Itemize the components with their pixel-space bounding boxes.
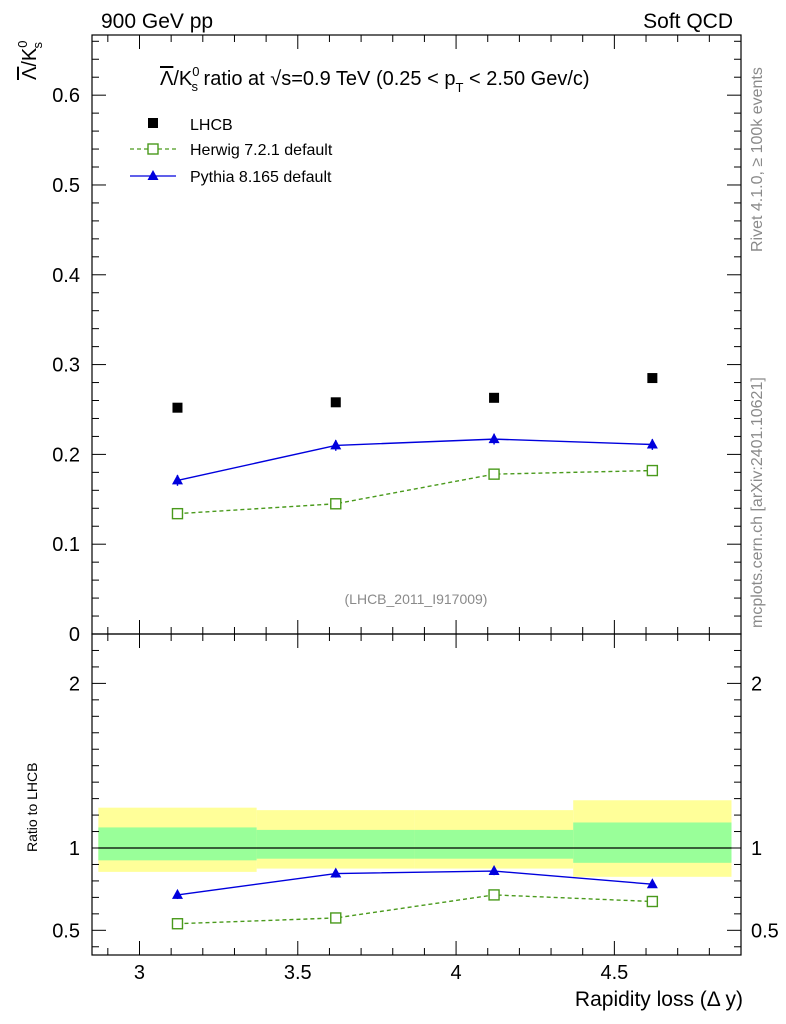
main-y-ticks: 0 0.1 0.2 0.3 0.4 0.5 0.6 [52,35,741,646]
header-left: 900 GeV pp [101,10,213,33]
main-herwig-line [177,469,653,515]
ratio-ytick-label: 2 [69,673,80,695]
ratio-herwig-point [646,895,659,908]
ratio-ytick-label: 1 [69,838,80,860]
legend-label-lhcb: LHCB [190,117,233,134]
ylabel-lambda-symbol: Λ [19,66,41,80]
mcplots-source-label: mcplots.cern.ch [arXiv:2401.10621] [749,377,766,628]
title-middle: ratio at [198,68,270,90]
ratio-series [171,865,659,930]
ratio-ylabel: Ratio to LHCB [24,763,40,852]
ratio-ytick-label-right: 0.5 [751,920,779,942]
legend-marker-pythia [147,170,159,180]
title-energy: s=0.9 TeV (0.25 < p [281,68,455,90]
legend-marker-lhcb [148,118,158,128]
main-ylabel: Λ/K0s [15,41,45,81]
main-ytick-label: 0.1 [52,534,80,556]
main-herwig-point [488,468,500,480]
ratio-band-inner [573,822,732,863]
ratio-band-inner [256,829,415,859]
main-ytick-label: 0.6 [52,85,80,107]
ratio-pythia-point [330,867,342,878]
ratio-panel [91,633,742,956]
x-axis-label: Rapidity loss (Δ y) [575,988,743,1011]
ratio-pythia-point [646,878,658,889]
main-lhcb-point [489,392,500,403]
xtick-label: 3 [134,962,145,984]
main-ytick-label: 0.5 [52,175,80,197]
legend-label-pythia: Pythia 8.165 default [190,169,332,186]
legend: LHCB Herwig 7.2.1 default Pythia 8.165 d… [130,117,333,186]
ratio-herwig-line [177,894,653,925]
title-range-end: < 2.50 Gev/c) [463,68,589,90]
ratio-pythia-point [171,888,183,899]
title-kaon: /K [173,68,193,90]
main-ytick-label: 0.2 [52,444,80,466]
main-lhcb-point [172,402,183,413]
main-pythia-point [330,439,342,450]
ratio-ytick-label-right: 1 [751,838,762,860]
main-ytick-label: 0 [69,624,80,646]
svg-text:Λ/K0s: Λ/K0s [15,41,45,81]
ratio-herwig-point [488,889,500,901]
main-herwig-point [330,498,342,510]
main-pythia-point [646,438,658,449]
ratio-band-inner [98,827,257,861]
main-ytick-label: 0.4 [52,265,80,287]
ratio-herwig-point [171,918,184,930]
main-lhcb-point [647,373,658,384]
main-herwig-point [646,464,659,477]
ratio-ticks: 0.5 0.5 1 1 2 2 3 3.5 4 4.5 [52,634,779,984]
xtick-label: 3.5 [284,962,312,984]
ratio-pythia-point [488,865,500,876]
main-pythia-line [177,438,653,482]
xtick-label: 4.5 [600,962,628,984]
xtick-label: 4 [451,962,462,984]
ylabel-kaon: /K [19,47,41,67]
ratio-uncertainty-bands [98,800,732,877]
ratio-ytick-label-right: 2 [751,673,762,695]
main-pythia-point [171,474,183,485]
ylabel-kaon-sup: 0 [15,41,30,48]
analysis-annotation: (LHCB_2011_I917009) [345,591,488,607]
ratio-herwig-point [330,912,342,924]
main-pythia-point [488,433,500,444]
ratio-ytick-label: 0.5 [52,920,80,942]
title-kaon-sub: s [192,79,199,94]
main-lhcb-point [330,397,341,408]
main-title: Λ/K0 s ratio at √s=0.9 TeV (0.25 < pT < 2… [160,64,590,95]
legend-marker-herwig [147,143,159,155]
title-sqrt-symbol: √ [270,68,281,90]
ratio-pythia-line [177,870,653,896]
main-herwig-point [171,507,184,520]
legend-label-herwig: Herwig 7.2.1 default [190,142,333,159]
title-pt-sub: T [455,80,463,95]
rivet-version-label: Rivet 4.1.0, ≥ 100k events [749,67,766,252]
title-kaon-sup: 0 [192,64,199,79]
title-lambda-symbol: Λ [160,68,174,90]
main-series [171,373,659,520]
ratio-frame [91,633,742,956]
header-right: Soft QCD [643,10,733,33]
ratio-band-inner [414,829,574,859]
main-ytick-label: 0.3 [52,355,80,377]
ylabel-kaon-sub: s [30,42,45,49]
